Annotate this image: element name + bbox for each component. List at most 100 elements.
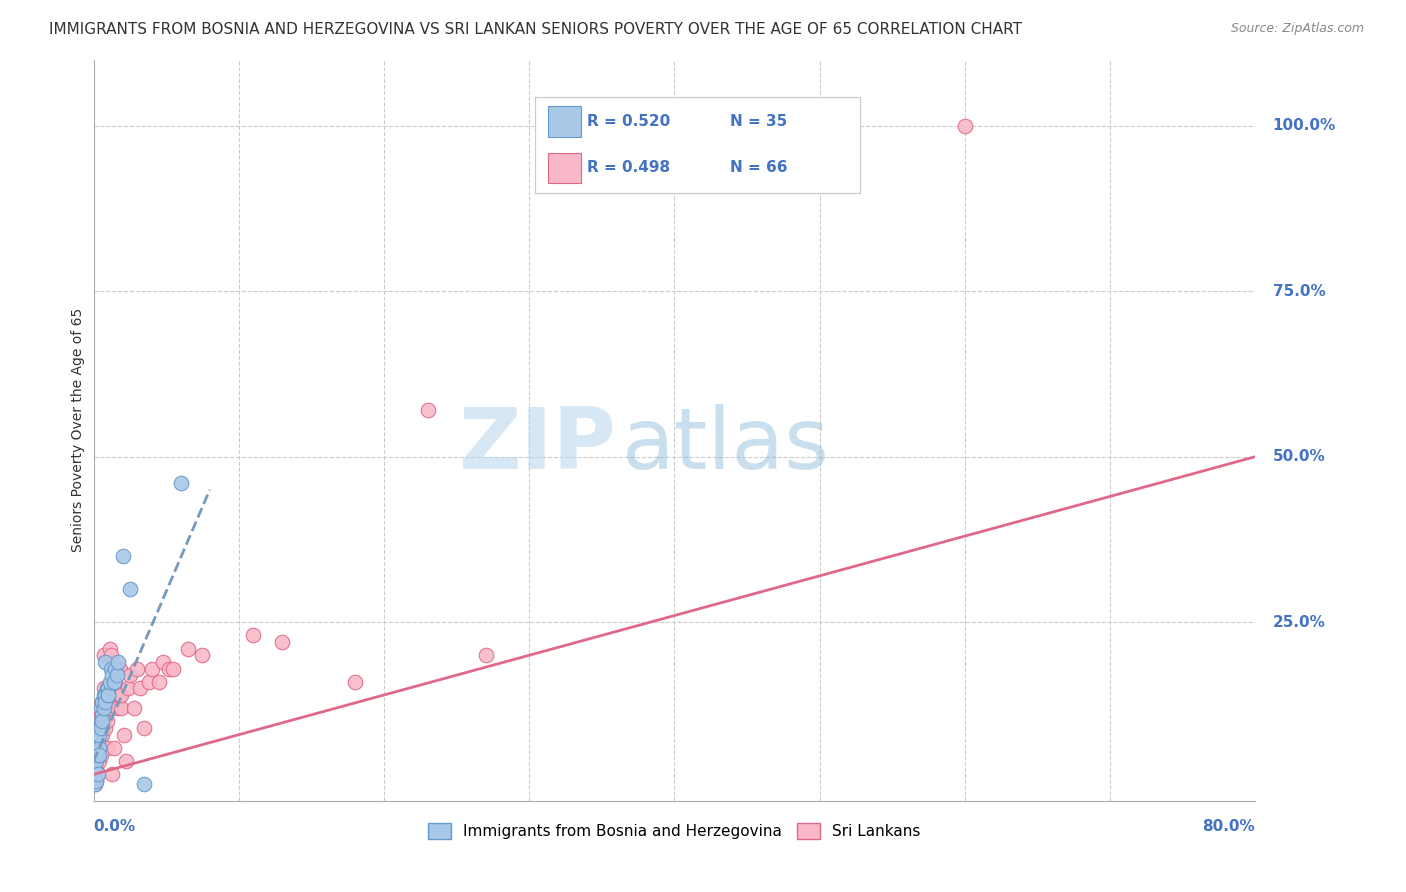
Point — [91, 695, 114, 709]
Point — [118, 582, 141, 596]
Point — [84, 777, 107, 791]
Point — [91, 695, 114, 709]
Point — [86, 754, 108, 768]
Point — [110, 688, 132, 702]
Point — [104, 674, 127, 689]
Point — [90, 701, 112, 715]
Point — [152, 655, 174, 669]
Point — [91, 707, 114, 722]
Point — [86, 774, 108, 789]
Point — [87, 740, 110, 755]
Point — [105, 668, 128, 682]
Point — [91, 714, 114, 729]
Point — [170, 476, 193, 491]
Point — [93, 688, 115, 702]
Point — [242, 628, 264, 642]
Point — [134, 777, 156, 791]
Point — [94, 721, 117, 735]
Point — [93, 701, 115, 715]
Point — [953, 119, 976, 133]
Point — [134, 721, 156, 735]
Point — [98, 641, 121, 656]
Point — [94, 688, 117, 702]
Point — [86, 761, 108, 775]
Text: 0.0%: 0.0% — [94, 820, 136, 834]
Point — [87, 747, 110, 762]
Point — [101, 767, 124, 781]
Point — [91, 721, 114, 735]
Point — [86, 774, 108, 789]
Point — [96, 714, 118, 729]
Point — [127, 661, 149, 675]
Point — [148, 674, 170, 689]
Text: 50.0%: 50.0% — [1272, 450, 1326, 464]
Point — [157, 661, 180, 675]
Point — [90, 721, 112, 735]
Point — [101, 701, 124, 715]
Point — [97, 681, 120, 696]
Point — [89, 734, 111, 748]
Point — [84, 777, 107, 791]
Point — [98, 688, 121, 702]
Point — [86, 754, 108, 768]
Point — [100, 661, 122, 675]
Text: IMMIGRANTS FROM BOSNIA AND HERZEGOVINA VS SRI LANKAN SENIORS POVERTY OVER THE AG: IMMIGRANTS FROM BOSNIA AND HERZEGOVINA V… — [49, 22, 1022, 37]
Point — [110, 701, 132, 715]
Point — [93, 681, 115, 696]
Point — [98, 674, 121, 689]
Point — [101, 668, 124, 682]
Point — [343, 674, 366, 689]
Point — [93, 701, 115, 715]
Point — [108, 661, 131, 675]
Point — [191, 648, 214, 663]
Point — [104, 661, 127, 675]
Point — [87, 767, 110, 781]
Point — [141, 661, 163, 675]
Point — [96, 740, 118, 755]
Point — [96, 681, 118, 696]
Point — [94, 695, 117, 709]
Point — [91, 728, 114, 742]
Point — [94, 688, 117, 702]
Point — [89, 701, 111, 715]
Text: 25.0%: 25.0% — [1272, 615, 1326, 630]
Point — [111, 549, 134, 563]
Point — [87, 734, 110, 748]
Point — [89, 747, 111, 762]
Point — [474, 648, 496, 663]
Point — [97, 688, 120, 702]
Point — [97, 688, 120, 702]
Point — [89, 754, 111, 768]
Point — [94, 701, 117, 715]
Point — [271, 635, 294, 649]
Point — [177, 641, 200, 656]
Point — [117, 681, 139, 696]
Point — [90, 707, 112, 722]
Point — [89, 740, 111, 755]
Point — [84, 767, 107, 781]
Point — [105, 701, 128, 715]
Point — [93, 714, 115, 729]
Point — [107, 655, 129, 669]
Point — [129, 681, 152, 696]
Point — [103, 674, 125, 689]
Text: Source: ZipAtlas.com: Source: ZipAtlas.com — [1230, 22, 1364, 36]
Text: atlas: atlas — [621, 403, 830, 486]
Point — [93, 648, 115, 663]
Point — [138, 674, 160, 689]
Point — [91, 707, 114, 722]
Point — [96, 688, 118, 702]
Point — [97, 701, 120, 715]
Point — [90, 728, 112, 742]
Legend: Immigrants from Bosnia and Herzegovina, Sri Lankans: Immigrants from Bosnia and Herzegovina, … — [422, 817, 927, 845]
Point — [90, 740, 112, 755]
Point — [162, 661, 184, 675]
Point — [90, 714, 112, 729]
Point — [89, 728, 111, 742]
Y-axis label: Seniors Poverty Over the Age of 65: Seniors Poverty Over the Age of 65 — [72, 308, 86, 552]
Point — [416, 403, 439, 417]
Point — [112, 728, 135, 742]
Text: 75.0%: 75.0% — [1272, 284, 1326, 299]
Point — [114, 754, 136, 768]
Point — [97, 688, 120, 702]
